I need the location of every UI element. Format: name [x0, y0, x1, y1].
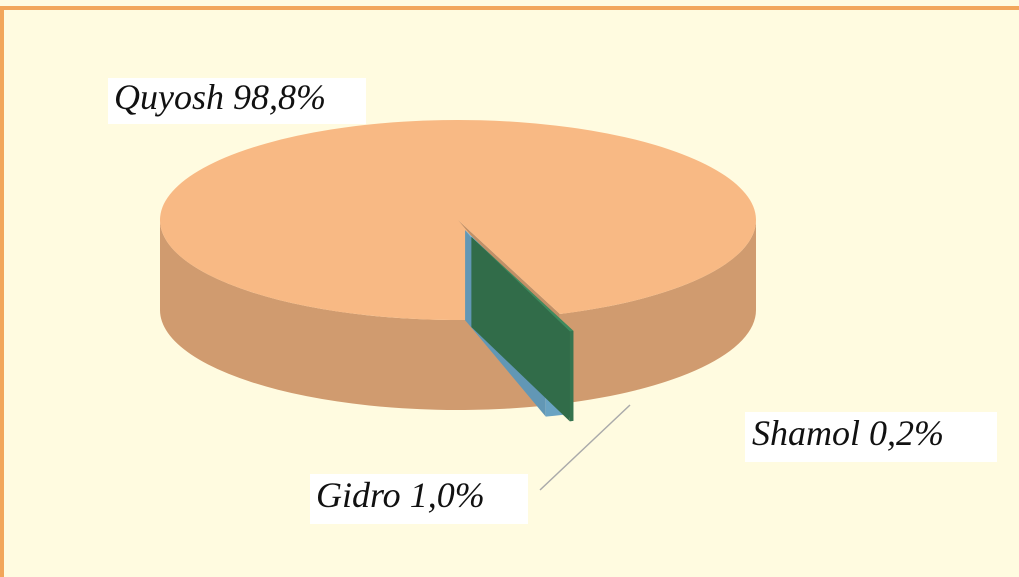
label-value: 1,0% — [410, 475, 485, 515]
slice-side — [160, 220, 539, 411]
pie — [159, 120, 756, 422]
slice-top — [159, 120, 756, 321]
data-label: Quyosh 98,8% — [114, 77, 326, 117]
leader-line — [539, 404, 631, 491]
label-value: 98,8% — [233, 77, 326, 117]
label-value: 0,2% — [869, 413, 944, 453]
label-box — [108, 78, 366, 124]
frame — [0, 6, 1019, 577]
label-box — [310, 474, 528, 524]
slice-side — [569, 330, 574, 422]
slice-side — [559, 220, 756, 404]
slice-face — [471, 236, 570, 422]
data-label: Shamol 0,2% — [752, 413, 944, 453]
slice-top — [471, 236, 574, 332]
label-category: Gidro — [316, 475, 401, 515]
data-label: Gidro 1,0% — [316, 475, 485, 515]
label-category: Shamol — [752, 413, 860, 453]
label-category: Quyosh — [114, 77, 224, 117]
label-box — [745, 412, 997, 462]
